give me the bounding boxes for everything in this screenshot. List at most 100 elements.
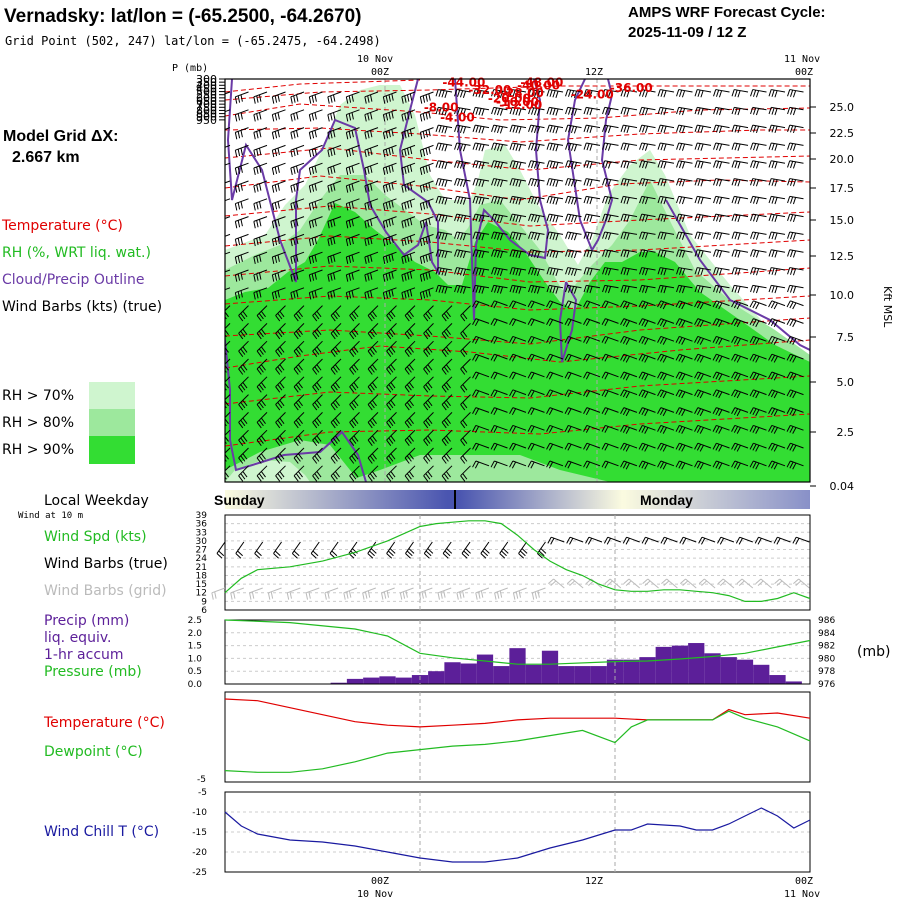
- wind-barb-true: [588, 536, 603, 543]
- wind-barb-upper-feather: [694, 142, 698, 150]
- wind-barb-upper-feather: [240, 455, 246, 462]
- wind-barb-upper-feather: [367, 273, 370, 281]
- wind-barb-upper-feather: [620, 249, 624, 257]
- wind-barb-upper: [753, 371, 767, 378]
- wind-barb-upper: [790, 371, 804, 378]
- wind-barb-upper-feather: [546, 336, 551, 343]
- wind-barb-upper: [512, 231, 527, 235]
- wind-barb-grid-feather: [362, 592, 365, 600]
- wind-barb-upper-feather: [225, 369, 227, 373]
- wind-barb-upper-feather: [771, 250, 775, 258]
- wind-barb-upper-feather: [349, 404, 355, 411]
- wind-barb-upper-feather: [260, 382, 266, 389]
- wind-barb-upper: [716, 335, 730, 342]
- wind-barb-upper-feather: [570, 268, 575, 276]
- wind-barb-upper-feather: [330, 166, 333, 174]
- wind-barb-grid-feather: [348, 590, 352, 598]
- wind-barb-upper: [586, 142, 601, 146]
- wind-barb-upper: [549, 300, 564, 307]
- panel-frame: [224, 514, 811, 611]
- wind-barb-upper: [494, 353, 508, 360]
- wind-barb-grid-feather: [443, 590, 446, 598]
- wind-barb-upper-feather: [345, 292, 349, 300]
- wind-barb-upper-feather: [657, 249, 661, 257]
- wind-barb-upper-feather: [220, 458, 224, 464]
- wind-barb-upper-feather: [242, 382, 248, 389]
- pressure-tick-label: 700: [196, 98, 217, 111]
- wind-barb-upper-feather: [531, 214, 535, 222]
- wind-barb-upper-feather: [369, 313, 375, 320]
- wind-barb-upper: [272, 269, 286, 276]
- wind-barb-upper: [752, 160, 767, 164]
- wind-barb-upper: [660, 460, 675, 467]
- wind-barb-upper-feather: [733, 372, 739, 380]
- wind-barb-upper-feather: [404, 149, 407, 157]
- wind-barb-upper-feather: [605, 107, 609, 115]
- wind-barb-upper-feather: [774, 126, 778, 134]
- wind-barb-upper-feather: [602, 267, 606, 275]
- wind-barb-upper-feather: [371, 417, 377, 424]
- wind-barb-upper-feather: [277, 313, 283, 320]
- wind-barb-upper-feather: [369, 402, 375, 409]
- wind-barb-upper-feather: [491, 285, 495, 293]
- wind-barb-upper-feather: [749, 425, 754, 432]
- wind-barb-upper-feather: [371, 382, 377, 389]
- wind-barb-upper-feather: [623, 196, 627, 204]
- wind-barb-upper-feather: [351, 165, 354, 173]
- wind-barb-upper-feather: [406, 219, 410, 227]
- wind-barb-upper-feather: [512, 125, 516, 133]
- wind-barb-upper-feather: [271, 256, 275, 264]
- wind-barb-upper-feather: [460, 332, 466, 340]
- wind-barb-upper: [660, 371, 675, 378]
- wind-barb-upper-feather: [277, 455, 283, 462]
- wind-barb-upper-feather: [536, 90, 541, 98]
- wind-barb-upper-feather: [715, 444, 720, 451]
- wind-barb-upper-feather: [425, 437, 431, 444]
- wind-barb-upper-feather: [752, 408, 757, 416]
- wind-barb-upper: [256, 412, 268, 423]
- wind-barb-upper-feather: [644, 286, 649, 294]
- wind-barb-upper-feather: [443, 402, 449, 409]
- wind-barb-upper: [734, 142, 749, 146]
- wind-barb-upper-feather: [718, 427, 723, 434]
- precip-bar: [363, 677, 380, 684]
- wind-barb-upper: [512, 178, 527, 182]
- wind-barb-upper-feather: [718, 232, 723, 240]
- wind-barb-upper: [493, 178, 508, 182]
- wind-barb-upper-feather: [271, 221, 275, 229]
- wind-barb-upper-feather: [258, 366, 264, 373]
- wind-barb-upper-feather: [533, 286, 538, 294]
- wind-barb-upper-feather: [641, 301, 646, 309]
- wind-barb-upper: [771, 178, 786, 182]
- wind-barb-upper-feather: [425, 455, 431, 462]
- wind-barb-upper-feather: [435, 107, 439, 115]
- wind-barb-upper-feather: [530, 337, 535, 344]
- wind-barb-upper-feather: [277, 165, 280, 173]
- wind-barb-upper-feather: [583, 160, 587, 168]
- wind-barb-upper-feather: [679, 232, 683, 240]
- wind-barb-upper: [346, 127, 360, 133]
- wind-barb-upper-feather: [585, 444, 591, 451]
- wind-barb-upper-feather: [371, 328, 377, 335]
- wind-barb-upper-feather: [623, 285, 627, 293]
- wind-barb-upper: [604, 178, 619, 182]
- wind-barb-upper: [456, 160, 471, 164]
- wind-barb-upper-feather: [472, 142, 476, 150]
- weekday-sunday: Sunday: [214, 492, 265, 508]
- wind-barb-upper-feather: [546, 353, 551, 361]
- wind-barb-upper-feather: [367, 149, 370, 157]
- wind-barb-upper-feather: [462, 313, 468, 320]
- wind-barb-upper: [327, 127, 342, 133]
- wind-barb-upper-feather: [768, 442, 773, 450]
- wind-barb-upper: [734, 178, 749, 182]
- wind-barb-upper-feather: [536, 108, 541, 116]
- wind-barb-true: [235, 541, 245, 554]
- wind-barb-upper-feather: [496, 143, 501, 151]
- wind-barb-upper: [460, 465, 471, 477]
- wind-barb-upper-feather: [678, 426, 683, 433]
- wind-barb-upper-feather: [367, 421, 373, 429]
- wind-barb-upper-feather: [605, 125, 609, 133]
- wind-barb-upper-feather: [755, 250, 760, 258]
- wind-barb-upper: [716, 371, 730, 378]
- wind-barb-upper-feather: [749, 460, 754, 468]
